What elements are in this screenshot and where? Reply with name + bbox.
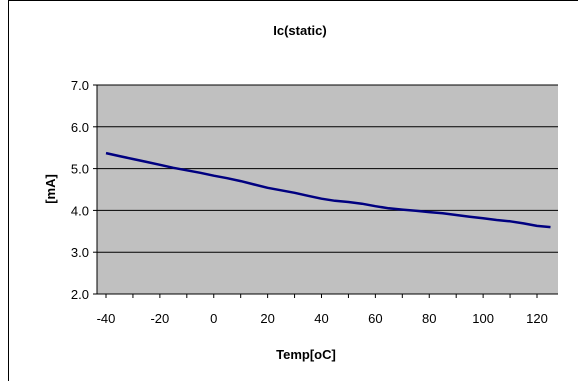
x-tick-label: 40 xyxy=(314,311,328,326)
y-tick-label: 2.0 xyxy=(71,287,89,302)
chart-title: Ic(static) xyxy=(273,23,326,38)
x-tick-label: 120 xyxy=(526,311,548,326)
y-tick-label: 6.0 xyxy=(71,120,89,135)
y-tick-label: 4.0 xyxy=(71,203,89,218)
x-tick-label: 100 xyxy=(472,311,494,326)
x-tick-label: 20 xyxy=(260,311,274,326)
x-tick-label: 80 xyxy=(422,311,436,326)
y-tick-label: 5.0 xyxy=(71,162,89,177)
y-axis-title: [mA] xyxy=(43,174,58,204)
x-tick-label: -20 xyxy=(150,311,169,326)
plot-area xyxy=(97,85,558,294)
x-tick-label: 0 xyxy=(210,311,217,326)
series-line xyxy=(105,151,551,229)
x-tick-label: -40 xyxy=(97,311,116,326)
x-tick-label: 60 xyxy=(368,311,382,326)
x-axis-title: Temp[oC] xyxy=(276,347,336,362)
chart-area: 2.0 3.0 4.0 5.0 6.0 7.0 -40 -20 0 20 40 60 80 100 120 … xyxy=(8,0,578,381)
y-tick-label: 3.0 xyxy=(71,245,89,260)
y-tick-label: 7.0 xyxy=(71,78,89,93)
line-chart: 2.03.04.05.06.07.0-40 -20 0 20 40 60 80 100 120 … xyxy=(43,23,558,362)
